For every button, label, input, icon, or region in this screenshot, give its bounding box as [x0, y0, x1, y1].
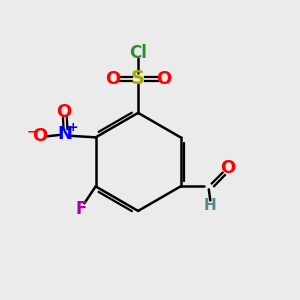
Text: O: O: [156, 70, 171, 88]
Text: O: O: [105, 70, 121, 88]
Text: −: −: [26, 126, 37, 139]
Text: O: O: [56, 103, 71, 121]
Text: S: S: [131, 69, 145, 88]
Text: O: O: [32, 127, 48, 145]
Text: +: +: [68, 122, 78, 134]
Text: F: F: [75, 200, 86, 218]
Text: N: N: [57, 125, 72, 143]
Text: O: O: [220, 159, 235, 177]
Text: H: H: [204, 198, 217, 213]
Text: Cl: Cl: [129, 44, 147, 62]
